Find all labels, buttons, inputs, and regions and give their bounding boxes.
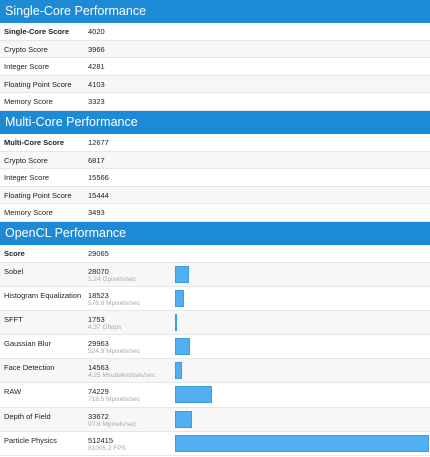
row-score: 4103: [88, 79, 105, 89]
section-header: OpenCL Performance: [0, 221, 430, 245]
row-score: 6817: [88, 155, 105, 165]
score-bar: [175, 289, 185, 307]
row-detail: 1.24 Gpixels/sec: [88, 275, 137, 283]
score-bar: [175, 338, 190, 356]
score-row: Particle Physics 512415 81005.2 FPS: [0, 432, 430, 457]
row-score: 28070: [88, 266, 109, 276]
row-score: 12677: [88, 137, 109, 147]
row-detail: 524.9 Mpixels/sec: [88, 348, 141, 356]
score-row: Crypto Score 3966: [0, 40, 430, 59]
score-bar: [175, 434, 429, 452]
row-label: SFFT: [4, 314, 23, 324]
score-row: Histogram Equalization 18523 578.8 Mpixels…: [0, 287, 430, 311]
score-row: Gaussian Blur 29963 524.9 Mpixels/sec: [0, 335, 430, 360]
row-score: 512415: [88, 435, 114, 445]
score-row: Sobel 28070 1.24 Gpixels/sec: [0, 262, 430, 287]
row-score: 4281: [88, 62, 105, 72]
section-header: Multi-Core Performance: [0, 110, 430, 134]
row-label: Depth of Field: [4, 411, 51, 421]
score-row: Single-Core Score 4020: [0, 23, 430, 41]
row-score: 3966: [88, 44, 105, 54]
row-score: 3323: [88, 97, 105, 107]
row-score: 33672: [88, 411, 109, 421]
row-score: 18523: [88, 290, 109, 300]
row-detail: 4.25 Msubwindows/sec: [88, 372, 156, 380]
row-detail: 4.37 Gflops: [88, 323, 122, 331]
row-detail: 97.8 Mpixels/sec: [88, 420, 137, 428]
row-label: Integer Score: [4, 62, 50, 72]
row-label: RAW: [4, 387, 22, 397]
row-label: Crypto Score: [4, 155, 48, 165]
score-row: Floating Point Score 4103: [0, 75, 430, 94]
score-row: Multi-Core Score 12677: [0, 134, 430, 152]
row-label: Particle Physics: [4, 435, 57, 445]
score-row: Memory Score 3493: [0, 204, 430, 222]
row-score: 29963: [88, 339, 109, 349]
score-bar: [175, 386, 212, 404]
row-score: 15566: [88, 173, 109, 183]
row-score: 4020: [88, 27, 105, 36]
row-label: Score: [4, 248, 25, 258]
score-row: Depth of Field 33672 97.8 Mpixels/sec: [0, 407, 430, 432]
score-row: Score 29065: [0, 245, 430, 263]
row-label: Crypto Score: [4, 44, 48, 54]
row-score: 1753: [88, 314, 105, 324]
row-score: 15444: [88, 190, 109, 200]
row-score: 14563: [88, 363, 109, 373]
row-label: Sobel: [4, 266, 24, 276]
score-row: Face Detection 14563 4.25 Msubwindows/sec: [0, 359, 430, 384]
score-row: Crypto Score 6817: [0, 151, 430, 170]
row-score: 3493: [88, 208, 105, 218]
score-bar: [175, 265, 189, 283]
row-detail: 81005.2 FPS: [88, 444, 126, 452]
row-label: Floating Point Score: [4, 79, 72, 89]
score-row: Integer Score 4281: [0, 58, 430, 76]
row-detail: 718.5 Mpixels/sec: [88, 396, 141, 404]
row-detail: 578.8 Mpixels/sec: [88, 299, 141, 307]
row-label: Gaussian Blur: [4, 339, 52, 349]
row-label: Single-Core Score: [4, 27, 70, 36]
section-header: Single-Core Performance: [0, 0, 430, 23]
row-label: Face Detection: [4, 363, 55, 373]
row-label: Memory Score: [4, 208, 53, 218]
row-score: 29065: [88, 248, 109, 258]
score-row: SFFT 1753 4.37 Gflops: [0, 310, 430, 336]
row-label: Integer Score: [4, 173, 50, 183]
score-bar: [175, 362, 183, 380]
score-row: Integer Score 15566: [0, 169, 430, 187]
row-label: Multi-Core Score: [4, 137, 65, 147]
row-label: Memory Score: [4, 97, 53, 107]
row-score: 74229: [88, 387, 109, 397]
row-label: Histogram Equalization: [4, 290, 82, 300]
score-row: Floating Point Score 15444: [0, 186, 430, 205]
score-bar: [175, 313, 177, 331]
score-row: Memory Score 3323: [0, 93, 430, 111]
row-label: Floating Point Score: [4, 190, 72, 200]
score-row: RAW 74229 718.5 Mpixels/sec: [0, 383, 430, 408]
score-bar: [175, 410, 192, 428]
